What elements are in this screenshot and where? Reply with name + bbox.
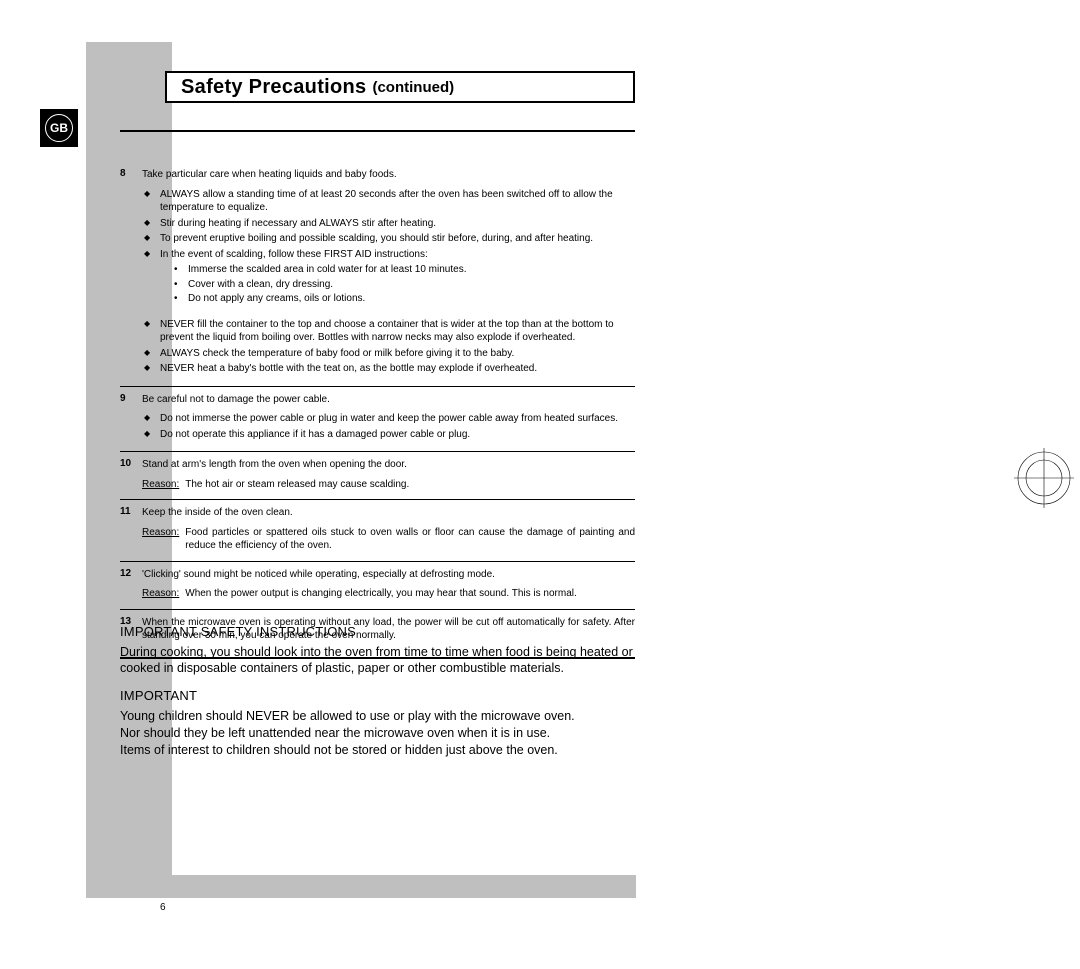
section-10: 10 Stand at arm's length from the oven w… — [120, 452, 635, 500]
sub-bullet: Immerse the scalded area in cold water f… — [174, 263, 635, 277]
bullet: NEVER heat a baby's bottle with the teat… — [142, 362, 635, 376]
important-para-2c: Items of interest to children should not… — [120, 742, 635, 759]
section-9: 9 Be careful not to damage the power cab… — [120, 387, 635, 453]
important-para-1: During cooking, you should look into the… — [120, 644, 635, 678]
language-badge: GB — [40, 109, 78, 147]
important-para-2a: Young children should NEVER be allowed t… — [120, 708, 635, 725]
page-title-box: Safety Precautions (continued) — [165, 71, 635, 103]
section-num: 10 — [120, 458, 142, 491]
reason-label: Reason: — [142, 478, 179, 492]
divider — [120, 130, 635, 132]
important-heading-1: IMPORTANT SAFETY INSTRUCTIONS — [120, 623, 635, 641]
bullet: Stir during heating if necessary and ALW… — [142, 217, 635, 231]
bullet: To prevent eruptive boiling and possible… — [142, 232, 635, 246]
section-lead: Be careful not to damage the power cable… — [142, 393, 635, 407]
bullet: Do not operate this appliance if it has … — [142, 428, 635, 442]
reason-text: When the power output is changing electr… — [185, 587, 635, 601]
reason-label: Reason: — [142, 526, 179, 553]
sub-bullet: Cover with a clean, dry dressing. — [174, 278, 635, 292]
important-block: IMPORTANT SAFETY INSTRUCTIONS During coo… — [120, 613, 635, 758]
section-11: 11 Keep the inside of the oven clean. Re… — [120, 500, 635, 562]
important-heading-2: IMPORTANT — [120, 687, 635, 705]
section-lead: Keep the inside of the oven clean. — [142, 506, 635, 520]
sub-bullet: Do not apply any creams, oils or lotions… — [174, 292, 635, 306]
reason-text: The hot air or steam released may cause … — [185, 478, 635, 492]
section-8: 8 Take particular care when heating liqu… — [120, 162, 635, 387]
page-title: Safety Precautions — [181, 76, 366, 99]
bullet: In the event of scalding, follow these F… — [142, 248, 635, 262]
section-num: 11 — [120, 506, 142, 553]
section-num: 8 — [120, 168, 142, 378]
bullet: Do not immerse the power cable or plug i… — [142, 412, 635, 426]
gray-frame-horizontal — [86, 875, 636, 898]
language-badge-text: GB — [50, 121, 68, 135]
section-lead: 'Clicking' sound might be noticed while … — [142, 568, 635, 582]
page-number: 6 — [160, 902, 166, 913]
section-lead: Stand at arm's length from the oven when… — [142, 458, 635, 472]
important-para-2b: Nor should they be left unattended near … — [120, 725, 635, 742]
bullet: ALWAYS check the temperature of baby foo… — [142, 347, 635, 361]
section-lead: Take particular care when heating liquid… — [142, 168, 635, 182]
registration-mark-icon — [1014, 448, 1074, 508]
bullet: ALWAYS allow a standing time of at least… — [142, 188, 635, 215]
section-num: 12 — [120, 568, 142, 601]
content-area: 8 Take particular care when heating liqu… — [120, 162, 635, 659]
page-title-continued: (continued) — [372, 79, 454, 96]
section-12: 12 'Clicking' sound might be noticed whi… — [120, 562, 635, 610]
reason-label: Reason: — [142, 587, 179, 601]
reason-text: Food particles or spattered oils stuck t… — [185, 526, 635, 553]
section-num: 9 — [120, 393, 142, 444]
bullet: NEVER fill the container to the top and … — [142, 318, 635, 345]
